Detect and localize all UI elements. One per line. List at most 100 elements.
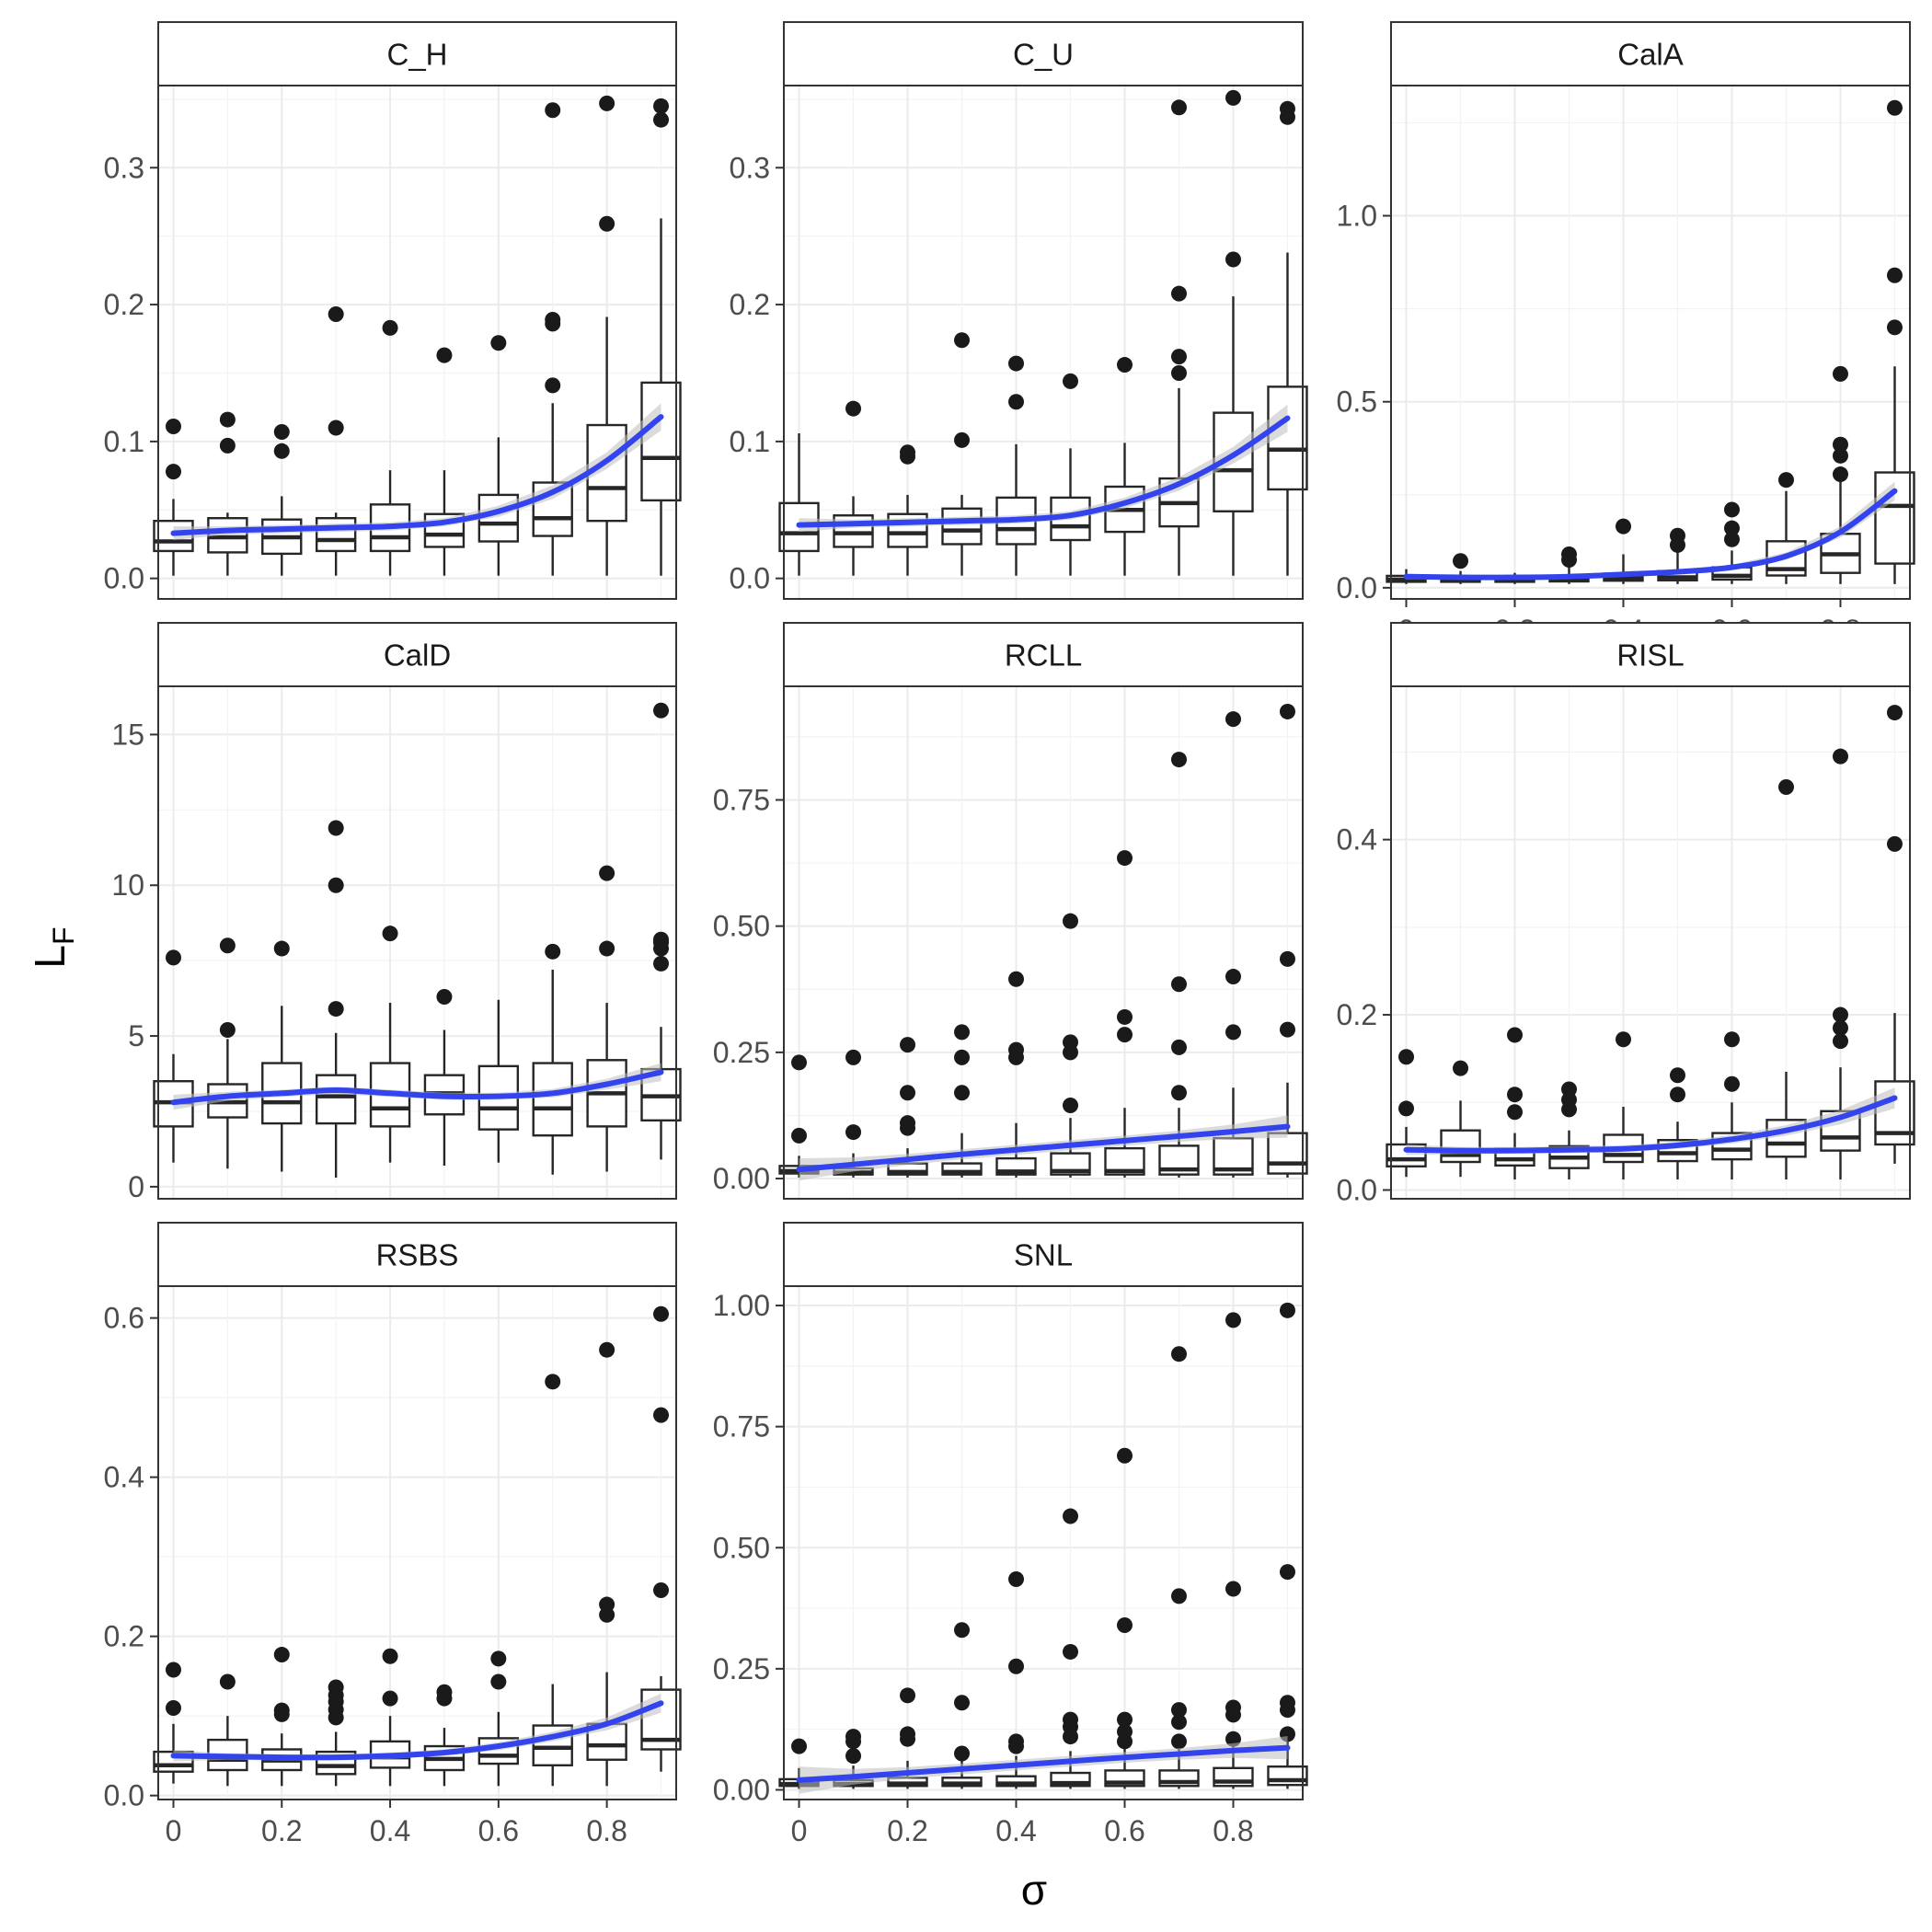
box-iqr [586,1722,627,1761]
outlier-point [900,1037,916,1053]
box-sigma-0.8 [586,1341,627,1787]
outlier-point [165,1662,181,1678]
y-tick-label: 0.50 [713,1531,770,1564]
outlier-point [328,305,344,322]
outlier-point [1777,778,1794,795]
x-tick-label: 0.2 [887,1814,927,1847]
outlier-point [954,1695,971,1711]
box-sigma-0.8 [1213,711,1254,1178]
outlier-point [1062,1034,1078,1051]
outlier-point [1279,1695,1295,1711]
outlier-point [1008,1570,1025,1587]
outlier-point [1008,971,1025,987]
outlier-point [1116,1447,1133,1464]
y-tick-label: 1.00 [713,1289,770,1322]
x-axis-title: σ [1021,1866,1047,1914]
outlier-point [599,865,615,881]
outlier-point [490,335,507,351]
outlier-point [545,311,561,328]
outlier-point [1279,1021,1295,1038]
outlier-point [599,95,615,111]
outlier-point [1170,1733,1187,1750]
outlier-point [954,1622,971,1639]
y-tick-label: 1.0 [1337,200,1377,233]
outlier-point [1279,100,1295,117]
box-sigma-0.3 [315,820,357,1179]
outlier-point [954,1085,971,1101]
outlier-point [791,1054,808,1071]
outlier-point [328,420,344,436]
outlier-point [1062,1711,1078,1728]
box-iqr [1440,1129,1481,1164]
outlier-point [1832,1006,1848,1023]
box-sigma-0.3 [315,305,357,576]
outlier-point [1170,285,1187,302]
y-tick-label: 0.0 [1337,1173,1377,1206]
y-tick-label: 0.0 [1337,571,1377,604]
outlier-point [545,943,561,960]
y-axis-title-main: L [26,945,74,969]
outlier-point [1008,1658,1025,1674]
outlier-point [1886,835,1903,852]
outlier-point [1507,1087,1524,1103]
outlier-point [1170,364,1187,381]
smooth-trend-line [796,415,1291,528]
outlier-point [545,102,561,119]
outlier-point [219,411,236,428]
outlier-point [1832,1019,1848,1036]
outlier-point [900,1687,916,1704]
outlier-point [653,955,670,972]
x-tick-label: 0.2 [261,1814,302,1847]
box-sigma-0.3 [941,332,983,576]
y-tick-label: 0.2 [1337,998,1377,1031]
outlier-point [1225,969,1241,985]
y-tick-label: 0.75 [713,1410,770,1443]
box-sigma-0.9 [640,702,682,1160]
outlier-point [1723,520,1740,536]
y-tick-label: 0.4 [104,1461,144,1494]
outlier-point [599,215,615,232]
outlier-point [1279,1564,1295,1581]
outlier-point [599,1341,615,1358]
outlier-point [1832,365,1848,382]
panel-background [784,686,1303,1199]
y-tick-label: 15 [111,718,144,751]
outlier-point [219,1022,236,1039]
box-sigma-0.4 [995,971,1037,1178]
outlier-point [1116,1616,1133,1633]
box-iqr [532,1062,573,1137]
outlier-point [1225,89,1241,106]
box-sigma-0.6 [1104,1447,1145,1789]
smooth-confidence-band [173,403,661,540]
outlier-point [1279,703,1295,719]
box-sigma-0.7 [1158,1346,1200,1789]
outlier-point [1170,1039,1187,1055]
box-sigma-0.9 [1267,1302,1308,1789]
outlier-point [1832,436,1848,453]
outlier-point [599,1596,615,1613]
outlier-point [1170,99,1187,116]
smooth-trend-line [170,414,664,536]
outlier-point [1561,546,1578,562]
outlier-point [845,1729,862,1745]
outlier-point [1669,1067,1685,1084]
facet-strip [157,21,677,86]
x-tick-label: 0.8 [586,1814,627,1847]
facet-title: CalD [384,638,451,673]
facet-strip [157,622,677,687]
outlier-point [382,319,398,336]
outlier-point [1561,1081,1578,1098]
outlier-point [1008,1733,1025,1750]
box-sigma-0.1 [1440,1060,1481,1178]
facet-strip [1390,622,1911,687]
box-sigma-0.7 [1158,752,1200,1178]
facet-strip [1390,21,1911,86]
facet-strip [157,1222,677,1287]
outlier-point [1777,472,1794,489]
outlier-point [490,1673,507,1690]
outlier-point [1225,1312,1241,1328]
outlier-point [1170,1346,1187,1363]
outlier-point [1062,1508,1078,1524]
outlier-point [1008,1041,1025,1058]
